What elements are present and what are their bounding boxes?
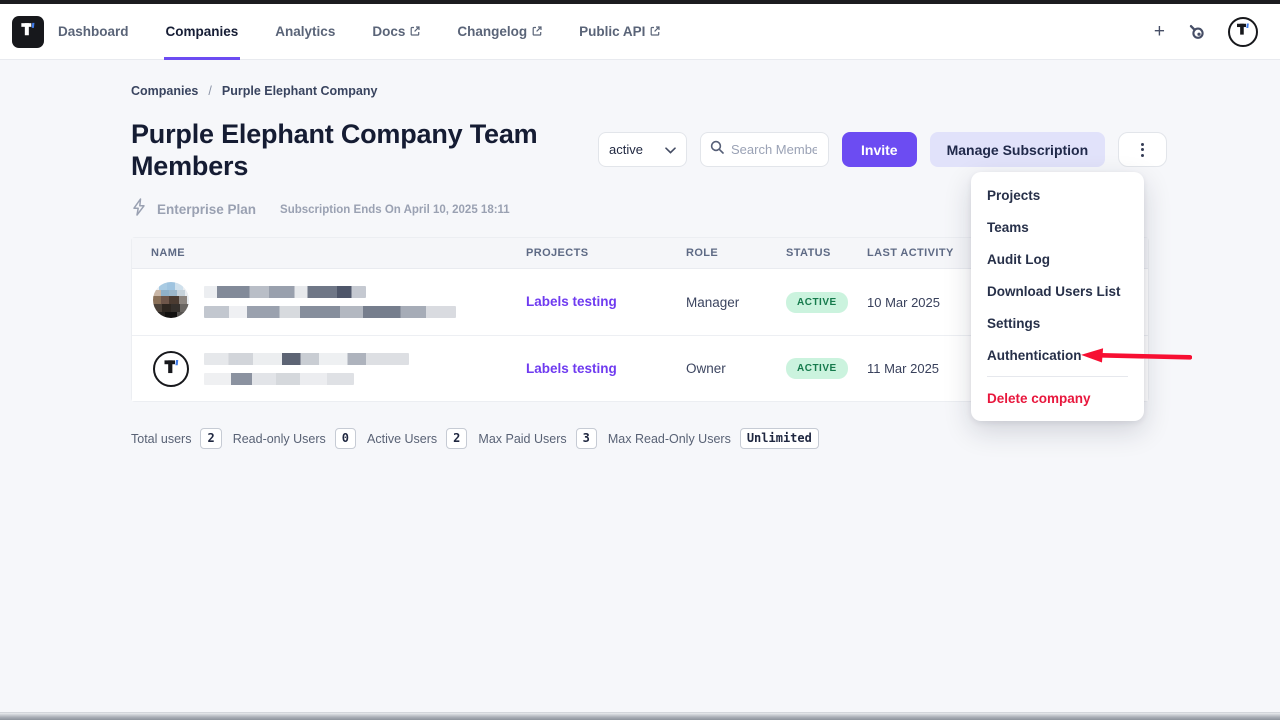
search-icon	[710, 140, 724, 159]
manage-subscription-button[interactable]: Manage Subscription	[929, 132, 1106, 167]
project-link[interactable]: Labels testing	[526, 294, 617, 309]
breadcrumb-current-company[interactable]: Purple Elephant Company	[221, 84, 378, 98]
status-badge: ACTIVE	[786, 358, 848, 379]
chevron-down-icon	[665, 142, 676, 157]
breadcrumb: Companies / Purple Elephant Company	[131, 84, 377, 98]
member-projects-cell: Labels testing	[526, 293, 686, 311]
stat-value: Unlimited	[739, 428, 819, 449]
stat-label: Total users	[131, 431, 192, 446]
member-status-cell: ACTIVE	[786, 358, 867, 379]
subscription-end-note: Subscription Ends On April 10, 2025 18:1…	[280, 203, 510, 216]
status-filter-value: active	[609, 142, 643, 157]
nav-item-dashboard[interactable]: Dashboard	[56, 4, 131, 60]
nav-item-public-api[interactable]: Public API	[577, 4, 662, 60]
invite-button[interactable]: Invite	[842, 132, 917, 167]
stat-max-paid-users: Max Paid Users 3	[478, 428, 597, 449]
col-header-status: STATUS	[786, 247, 831, 259]
stat-value: 2	[200, 428, 222, 449]
breadcrumb-separator: /	[208, 84, 212, 98]
nav-label: Dashboard	[58, 24, 129, 39]
menu-item-delete-company[interactable]: Delete company	[987, 390, 1091, 406]
nav-label: Analytics	[275, 24, 336, 39]
col-header-name: NAME	[151, 247, 185, 259]
search-members-box	[700, 132, 829, 167]
more-options-button[interactable]	[1118, 132, 1168, 167]
app-logo[interactable]	[12, 15, 44, 48]
controls-row: active Invite Manage Subscription	[598, 132, 1168, 167]
lightning-icon	[131, 198, 147, 221]
annotation-arrow-pointing-authentication	[1077, 346, 1193, 370]
menu-item-download-users-list[interactable]: Download Users List	[987, 283, 1121, 299]
nav-label: Changelog	[457, 24, 528, 39]
company-options-menu: Projects Teams Audit Log Download Users …	[971, 172, 1144, 421]
member-photo-avatar	[153, 281, 189, 323]
spotlight-search-icon[interactable]	[1187, 22, 1206, 41]
stat-max-readonly-users: Max Read-Only Users Unlimited	[608, 428, 819, 449]
add-button[interactable]: +	[1153, 21, 1165, 42]
menu-divider	[987, 376, 1128, 377]
project-link[interactable]: Labels testing	[526, 360, 617, 376]
member-status-cell: ACTIVE	[786, 291, 867, 313]
navbar: Dashboard Companies Analytics Docs Chang…	[0, 4, 1280, 60]
nav-item-changelog[interactable]: Changelog	[455, 4, 544, 60]
member-role-cell: Manager	[686, 294, 740, 310]
external-link-icon	[410, 24, 420, 39]
search-members-input[interactable]	[731, 142, 817, 157]
redacted-member-name	[204, 286, 456, 318]
stat-total-users: Total users 2	[131, 428, 222, 449]
menu-item-settings[interactable]: Settings	[987, 315, 1041, 331]
plan-row: Enterprise Plan Subscription Ends On Apr…	[131, 198, 510, 221]
stat-label: Active Users	[367, 431, 438, 446]
window-bottom-edge	[0, 712, 1280, 720]
nav-label: Docs	[372, 24, 406, 39]
member-logo-avatar	[153, 350, 189, 387]
page-title: Purple Elephant Company Team Members	[131, 119, 538, 182]
stat-label: Read-only Users	[232, 431, 326, 446]
nav-item-companies[interactable]: Companies	[164, 4, 241, 60]
stat-readonly-users: Read-only Users 0	[232, 428, 357, 449]
nav-item-analytics[interactable]: Analytics	[273, 4, 337, 60]
redacted-member-name	[204, 352, 409, 385]
stat-value: 0	[334, 428, 357, 449]
stat-active-users: Active Users 2	[367, 428, 468, 449]
status-badge: ACTIVE	[786, 291, 848, 313]
stat-label: Max Read-Only Users	[607, 431, 731, 446]
nav-item-docs[interactable]: Docs	[370, 4, 422, 60]
menu-item-authentication[interactable]: Authentication	[987, 347, 1082, 363]
col-header-role: ROLE	[686, 247, 719, 259]
avatar-t-icon	[1234, 20, 1252, 43]
member-last-activity-cell: 11 Mar 2025	[867, 361, 940, 376]
nav-label: Companies	[165, 24, 239, 39]
external-link-icon	[532, 24, 542, 39]
user-stats-bar: Total users 2 Read-only Users 0 Active Use…	[131, 428, 819, 449]
menu-item-audit-log[interactable]: Audit Log	[987, 251, 1050, 267]
stat-label: Max Paid Users	[478, 431, 567, 446]
logo-t-icon	[18, 19, 38, 44]
stat-value: 2	[446, 428, 468, 449]
member-last-activity-cell: 10 Mar 2025	[867, 294, 940, 310]
member-role-cell: Owner	[686, 361, 726, 376]
window-top-edge	[0, 0, 1280, 4]
breadcrumb-companies[interactable]: Companies	[131, 84, 199, 98]
nav-items: Dashboard Companies Analytics Docs Chang…	[56, 4, 662, 60]
col-header-last-activity: LAST ACTIVITY	[867, 247, 954, 259]
avatar-t-icon	[161, 356, 182, 382]
user-avatar[interactable]	[1228, 16, 1258, 47]
stat-value: 3	[575, 428, 597, 449]
member-name-cell	[132, 350, 526, 387]
status-filter-select[interactable]: active	[598, 132, 687, 167]
nav-label: Public API	[579, 24, 646, 39]
col-header-projects: PROJECTS	[526, 247, 589, 259]
member-projects-cell: Labels testing	[526, 360, 686, 378]
plan-name: Enterprise Plan	[157, 202, 257, 217]
member-name-cell	[132, 281, 526, 323]
menu-item-projects[interactable]: Projects	[987, 187, 1041, 203]
external-link-icon	[650, 24, 660, 39]
navbar-right: +	[1153, 16, 1258, 47]
menu-item-teams[interactable]: Teams	[987, 219, 1029, 235]
